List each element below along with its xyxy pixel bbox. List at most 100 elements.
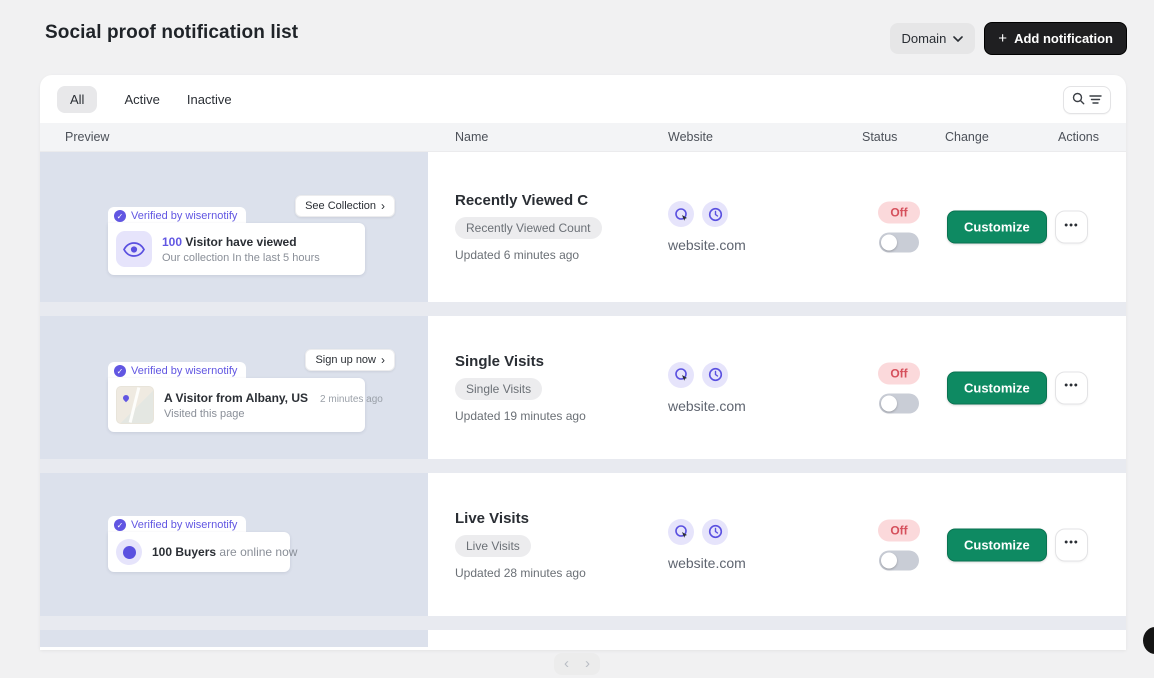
clock-icon xyxy=(702,201,728,227)
website-cell: website.com xyxy=(668,518,818,571)
notification-preview-card: 100 Visitor have viewed Our collection I… xyxy=(108,223,365,275)
add-notification-button[interactable]: + Add notification xyxy=(984,22,1127,55)
domain-label: Domain xyxy=(901,31,947,46)
name-cell: Single Visits Single Visits Updated 19 m… xyxy=(455,353,665,423)
verified-badge: ✓ Verified by wisernotify xyxy=(108,207,247,225)
customize-button[interactable]: Customize xyxy=(947,371,1047,404)
chevron-right-icon: › xyxy=(381,353,385,367)
updated-timestamp: Updated 6 minutes ago xyxy=(455,248,580,262)
map-thumbnail xyxy=(116,386,154,424)
website-cell: website.com xyxy=(668,361,818,414)
preview-cell: Sign up now › ✓ Verified by wisernotify … xyxy=(40,316,428,459)
see-collection-button[interactable]: See Collection › xyxy=(295,195,395,217)
website-url: website.com xyxy=(668,554,746,571)
name-cell: Recently Viewed C Recently Viewed Count … xyxy=(455,192,665,262)
preview-time: 2 minutes ago xyxy=(320,393,383,405)
status-cell: Off xyxy=(876,362,922,413)
search-icon xyxy=(1072,92,1085,108)
clock-icon xyxy=(702,518,728,545)
column-header-actions: Actions xyxy=(1058,130,1099,144)
verified-badge: ✓ Verified by wisernotify xyxy=(108,516,247,534)
tab-inactive[interactable]: Inactive xyxy=(186,91,232,107)
preview-title: A Visitor from Albany, US xyxy=(164,390,309,405)
notification-name: Recently Viewed C xyxy=(455,192,589,209)
verified-check-icon: ✓ xyxy=(114,365,126,377)
more-actions-button[interactable]: ••• xyxy=(1055,371,1088,404)
add-notification-label: Add notification xyxy=(1014,31,1113,46)
sign-up-now-label: Sign up now xyxy=(315,354,376,366)
notification-name: Single Visits xyxy=(455,352,544,370)
status-toggle[interactable] xyxy=(879,393,919,413)
table-header: Preview Name Website Status Change Actio… xyxy=(40,123,1126,152)
actions-cell: ••• xyxy=(1055,528,1088,561)
notification-type-badge: Recently Viewed Count xyxy=(455,217,602,239)
topbar: Social proof notification list Domain + … xyxy=(0,0,1154,66)
column-header-change: Change xyxy=(945,130,989,144)
sign-up-now-button[interactable]: Sign up now › xyxy=(305,349,395,371)
tab-active[interactable]: Active xyxy=(124,91,160,107)
change-cell: Customize xyxy=(947,210,1047,244)
status-cell: Off xyxy=(876,201,922,253)
notification-name: Live Visits xyxy=(455,509,529,527)
pagination: ‹ › xyxy=(554,653,600,675)
preview-title: Visitor have viewed xyxy=(185,234,297,249)
customize-button[interactable]: Customize xyxy=(947,210,1047,244)
status-badge: Off xyxy=(878,519,920,541)
row-separator xyxy=(40,616,1126,630)
verified-label: Verified by wisernotify xyxy=(131,519,238,531)
more-actions-button[interactable]: ••• xyxy=(1055,210,1088,244)
notification-preview-card: A Visitor from Albany, US 2 minutes ago V… xyxy=(108,378,383,432)
customize-button[interactable]: Customize xyxy=(947,528,1047,561)
verified-check-icon: ✓ xyxy=(114,210,126,222)
notification-type-badge: Live Visits xyxy=(455,534,531,557)
preview-subtitle: Visited this page xyxy=(164,407,245,420)
pagination-next-button[interactable]: › xyxy=(585,655,590,672)
row-separator xyxy=(40,459,1126,473)
column-header-status: Status xyxy=(862,130,898,144)
tab-all[interactable]: All xyxy=(57,85,98,113)
status-cell: Off xyxy=(876,519,922,570)
click-target-icon xyxy=(668,361,694,388)
notification-preview-card: 100 Buyers are online now xyxy=(108,532,297,572)
tabs-row: All Active Inactive xyxy=(40,75,1126,123)
notification-list-card: All Active Inactive Preview Name Website… xyxy=(40,75,1126,650)
eye-icon xyxy=(116,231,152,267)
preview-cell: See Collection › ✓ Verified by wisernoti… xyxy=(40,152,428,302)
page-title: Social proof notification list xyxy=(45,22,299,43)
column-header-website: Website xyxy=(668,130,713,144)
preview-subtitle: Our collection In the last 5 hours xyxy=(162,251,320,264)
status-badge: Off xyxy=(878,362,920,384)
search-filter-button[interactable] xyxy=(1063,86,1111,114)
column-header-name: Name xyxy=(455,130,489,144)
name-cell: Live Visits Live Visits Updated 28 minut… xyxy=(455,510,665,580)
preview-count: 100 xyxy=(162,234,183,249)
verified-label: Verified by wisernotify xyxy=(131,365,238,377)
toggle-knob xyxy=(881,234,897,251)
toggle-knob xyxy=(881,552,897,568)
status-badge: Off xyxy=(878,201,920,224)
chevron-right-icon: › xyxy=(381,199,385,213)
notification-type-badge: Single Visits xyxy=(455,377,543,400)
more-actions-button[interactable]: ••• xyxy=(1055,528,1088,561)
click-target-icon xyxy=(668,201,694,227)
preview-cell xyxy=(40,630,428,647)
table-row: Sign up now › ✓ Verified by wisernotify … xyxy=(40,316,1126,459)
actions-cell: ••• xyxy=(1055,210,1088,244)
table-row: ✓ Verified by wisernotify 100 Buyers are… xyxy=(40,473,1126,616)
change-cell: Customize xyxy=(947,371,1047,404)
actions-cell: ••• xyxy=(1055,371,1088,404)
chat-widget-button[interactable] xyxy=(1143,627,1154,654)
updated-timestamp: Updated 28 minutes ago xyxy=(455,565,586,580)
status-toggle[interactable] xyxy=(879,550,919,570)
preview-cell: ✓ Verified by wisernotify 100 Buyers are… xyxy=(40,473,428,616)
chevron-down-icon xyxy=(953,35,964,42)
table-row-partial xyxy=(40,630,1126,647)
domain-dropdown[interactable]: Domain xyxy=(889,23,976,54)
table-row: See Collection › ✓ Verified by wisernoti… xyxy=(40,152,1126,302)
pagination-prev-button[interactable]: ‹ xyxy=(564,655,569,672)
verified-label: Verified by wisernotify xyxy=(131,210,238,222)
website-url: website.com xyxy=(668,237,746,253)
status-toggle[interactable] xyxy=(879,232,919,253)
topbar-actions: Domain + Add notification xyxy=(889,22,1127,55)
click-target-icon xyxy=(668,518,694,545)
